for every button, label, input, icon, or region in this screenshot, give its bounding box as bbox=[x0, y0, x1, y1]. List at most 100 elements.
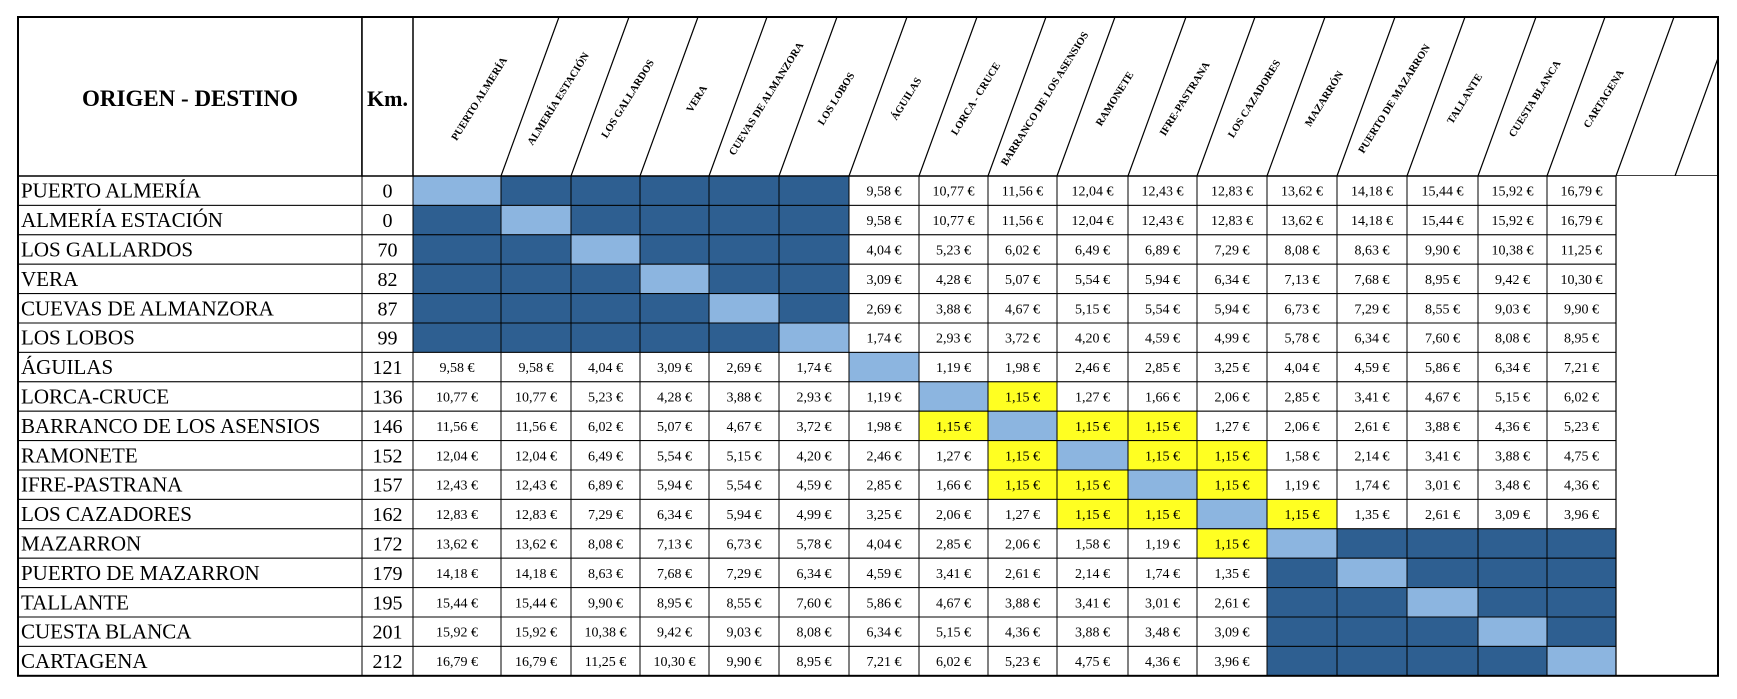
price-value: 3,09 € bbox=[867, 273, 902, 288]
price-value: 1,27 € bbox=[1075, 391, 1110, 406]
price-value: 12,83 € bbox=[436, 508, 478, 523]
price-value: 12,43 € bbox=[515, 479, 557, 494]
origin-name-cell bbox=[17, 381, 363, 412]
origin-name: CUESTA BLANCA bbox=[21, 620, 192, 644]
origin-name: ÁGUILAS bbox=[21, 355, 113, 379]
no-service-cell bbox=[500, 322, 572, 353]
price-value: 1,15 € bbox=[1005, 449, 1040, 464]
price-value: 6,02 € bbox=[1564, 391, 1599, 406]
price-value: 3,88 € bbox=[1075, 626, 1110, 641]
price-value: 4,59 € bbox=[797, 479, 832, 494]
price-cell bbox=[500, 557, 572, 589]
price-value: 6,34 € bbox=[657, 508, 692, 523]
no-service-cell bbox=[1546, 616, 1617, 647]
no-service-cell bbox=[1266, 557, 1338, 589]
price-value: 15,44 € bbox=[515, 596, 557, 611]
price-cell bbox=[918, 587, 989, 618]
price-value: 5,23 € bbox=[936, 244, 971, 259]
price-cell bbox=[778, 440, 850, 471]
price-cell bbox=[1196, 557, 1268, 589]
no-service-cell bbox=[778, 175, 850, 206]
header-diagonal bbox=[1615, 16, 1675, 177]
km-value: 82 bbox=[378, 269, 398, 291]
header-diagonal bbox=[778, 16, 838, 177]
price-cell bbox=[848, 204, 920, 236]
discount-price-cell bbox=[1127, 440, 1198, 471]
price-cell bbox=[570, 645, 641, 677]
price-cell bbox=[1196, 204, 1268, 236]
price-value: 15,44 € bbox=[1422, 185, 1464, 200]
origin-name-cell bbox=[17, 204, 363, 236]
destination-label: LOS GALLARDOS bbox=[600, 58, 657, 140]
price-value: 15,44 € bbox=[436, 596, 478, 611]
no-service-cell bbox=[1266, 616, 1338, 647]
price-cell bbox=[639, 381, 710, 412]
price-value: 4,04 € bbox=[588, 361, 623, 376]
origin-name-cell bbox=[17, 528, 363, 559]
price-value: 6,34 € bbox=[1215, 273, 1250, 288]
same-stop-cell bbox=[570, 234, 641, 265]
same-stop-cell bbox=[639, 263, 710, 295]
origin-name-cell bbox=[17, 587, 363, 618]
price-value: 1,15 € bbox=[1145, 420, 1180, 435]
price-value: 12,04 € bbox=[1072, 214, 1114, 229]
price-cell bbox=[412, 410, 502, 442]
discount-price-cell bbox=[1196, 469, 1268, 500]
price-cell bbox=[500, 381, 572, 412]
price-value: 9,58 € bbox=[867, 214, 902, 229]
price-value: 13,62 € bbox=[515, 538, 557, 553]
no-service-cell bbox=[570, 263, 641, 295]
price-value: 8,08 € bbox=[1495, 332, 1530, 347]
price-cell bbox=[570, 351, 641, 383]
price-value: 10,77 € bbox=[436, 391, 478, 406]
price-cell bbox=[1336, 440, 1408, 471]
price-value: 3,48 € bbox=[1145, 626, 1180, 641]
price-value: 2,06 € bbox=[1285, 420, 1320, 435]
header-diagonal bbox=[1674, 57, 1719, 177]
price-cell bbox=[1266, 469, 1338, 500]
price-cell bbox=[1127, 528, 1198, 559]
price-value: 10,38 € bbox=[1492, 244, 1534, 259]
price-value: 4,36 € bbox=[1495, 420, 1530, 435]
no-service-cell bbox=[1266, 645, 1338, 677]
price-value: 9,42 € bbox=[657, 626, 692, 641]
price-value: 12,83 € bbox=[515, 508, 557, 523]
header-title: ORIGEN - DESTINO bbox=[82, 86, 298, 111]
same-stop-cell bbox=[918, 381, 989, 412]
price-value: 3,01 € bbox=[1425, 479, 1460, 494]
origin-name-cell bbox=[17, 322, 363, 353]
origin-name-cell bbox=[17, 469, 363, 500]
no-service-cell bbox=[1336, 528, 1408, 559]
header-diagonal bbox=[1406, 16, 1466, 177]
price-value: 6,34 € bbox=[1495, 361, 1530, 376]
price-value: 2,46 € bbox=[1075, 361, 1110, 376]
price-value: 3,09 € bbox=[1215, 626, 1250, 641]
no-service-cell bbox=[708, 204, 780, 236]
price-value: 1,66 € bbox=[1145, 391, 1180, 406]
no-service-cell bbox=[412, 234, 502, 265]
price-value: 5,15 € bbox=[1495, 391, 1530, 406]
price-cell bbox=[848, 175, 920, 206]
price-value: 5,94 € bbox=[727, 508, 762, 523]
price-value: 8,55 € bbox=[1425, 302, 1460, 317]
price-value: 1,58 € bbox=[1075, 538, 1110, 553]
price-cell bbox=[848, 587, 920, 618]
price-value: 1,98 € bbox=[1005, 361, 1040, 376]
price-cell bbox=[987, 263, 1058, 295]
price-value: 2,85 € bbox=[1145, 361, 1180, 376]
price-value: 9,03 € bbox=[727, 626, 762, 641]
price-cell bbox=[1336, 498, 1408, 530]
origin-name: TALLANTE bbox=[21, 590, 129, 614]
km-value: 136 bbox=[373, 387, 403, 409]
km-cell bbox=[361, 234, 414, 265]
price-cell bbox=[987, 322, 1058, 353]
price-cell bbox=[848, 322, 920, 353]
price-value: 2,61 € bbox=[1005, 567, 1040, 582]
destination-label: VERA bbox=[685, 83, 710, 114]
price-value: 4,67 € bbox=[1425, 391, 1460, 406]
origin-name: PUERTO DE MAZARRON bbox=[21, 561, 260, 585]
price-value: 4,36 € bbox=[1005, 626, 1040, 641]
price-cell bbox=[1406, 410, 1479, 442]
no-service-cell bbox=[639, 293, 710, 324]
price-value: 7,29 € bbox=[1215, 244, 1250, 259]
